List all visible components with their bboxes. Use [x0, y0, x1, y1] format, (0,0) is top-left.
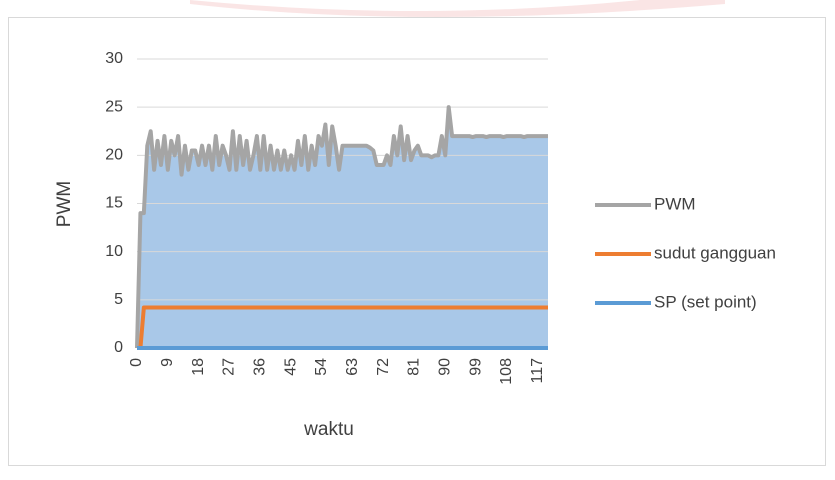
area	[137, 107, 548, 348]
chart-border	[8, 17, 826, 466]
x-tick-label: 9	[159, 358, 176, 367]
x-tick-label: 27	[221, 358, 238, 376]
x-tick-label: 63	[344, 358, 361, 376]
legend-label: sudut gangguan	[654, 243, 776, 262]
y-tick-label: 10	[105, 243, 123, 260]
legend-label: PWM	[654, 194, 696, 213]
x-tick-label: 45	[282, 358, 299, 376]
x-tick-label: 72	[375, 358, 392, 376]
x-tick-label: 99	[467, 358, 484, 376]
x-tick-label: 0	[128, 358, 145, 367]
series-line	[135, 105, 548, 349]
y-tick-label: 20	[105, 147, 123, 164]
x-axis-title: waktu	[303, 419, 354, 440]
y-tick-label: 0	[114, 339, 123, 356]
y-tick-label: 25	[105, 98, 123, 115]
x-tick-label: 54	[313, 358, 330, 376]
y-tick-label: 30	[105, 50, 123, 67]
x-tick-label: 108	[498, 358, 515, 385]
legend-label: SP (set point)	[654, 292, 757, 311]
y-tick-label: 5	[114, 291, 123, 308]
x-tick-label: 18	[190, 358, 207, 376]
x-tick-label: 117	[529, 358, 546, 384]
x-tick-label: 90	[436, 358, 453, 376]
series-line	[137, 305, 548, 350]
watermark-banner	[190, 0, 725, 17]
y-tick-label: 15	[105, 195, 123, 212]
y-axis-title: PWM	[54, 181, 75, 227]
x-tick-label: 36	[252, 358, 269, 376]
x-tick-label: 81	[406, 358, 423, 376]
